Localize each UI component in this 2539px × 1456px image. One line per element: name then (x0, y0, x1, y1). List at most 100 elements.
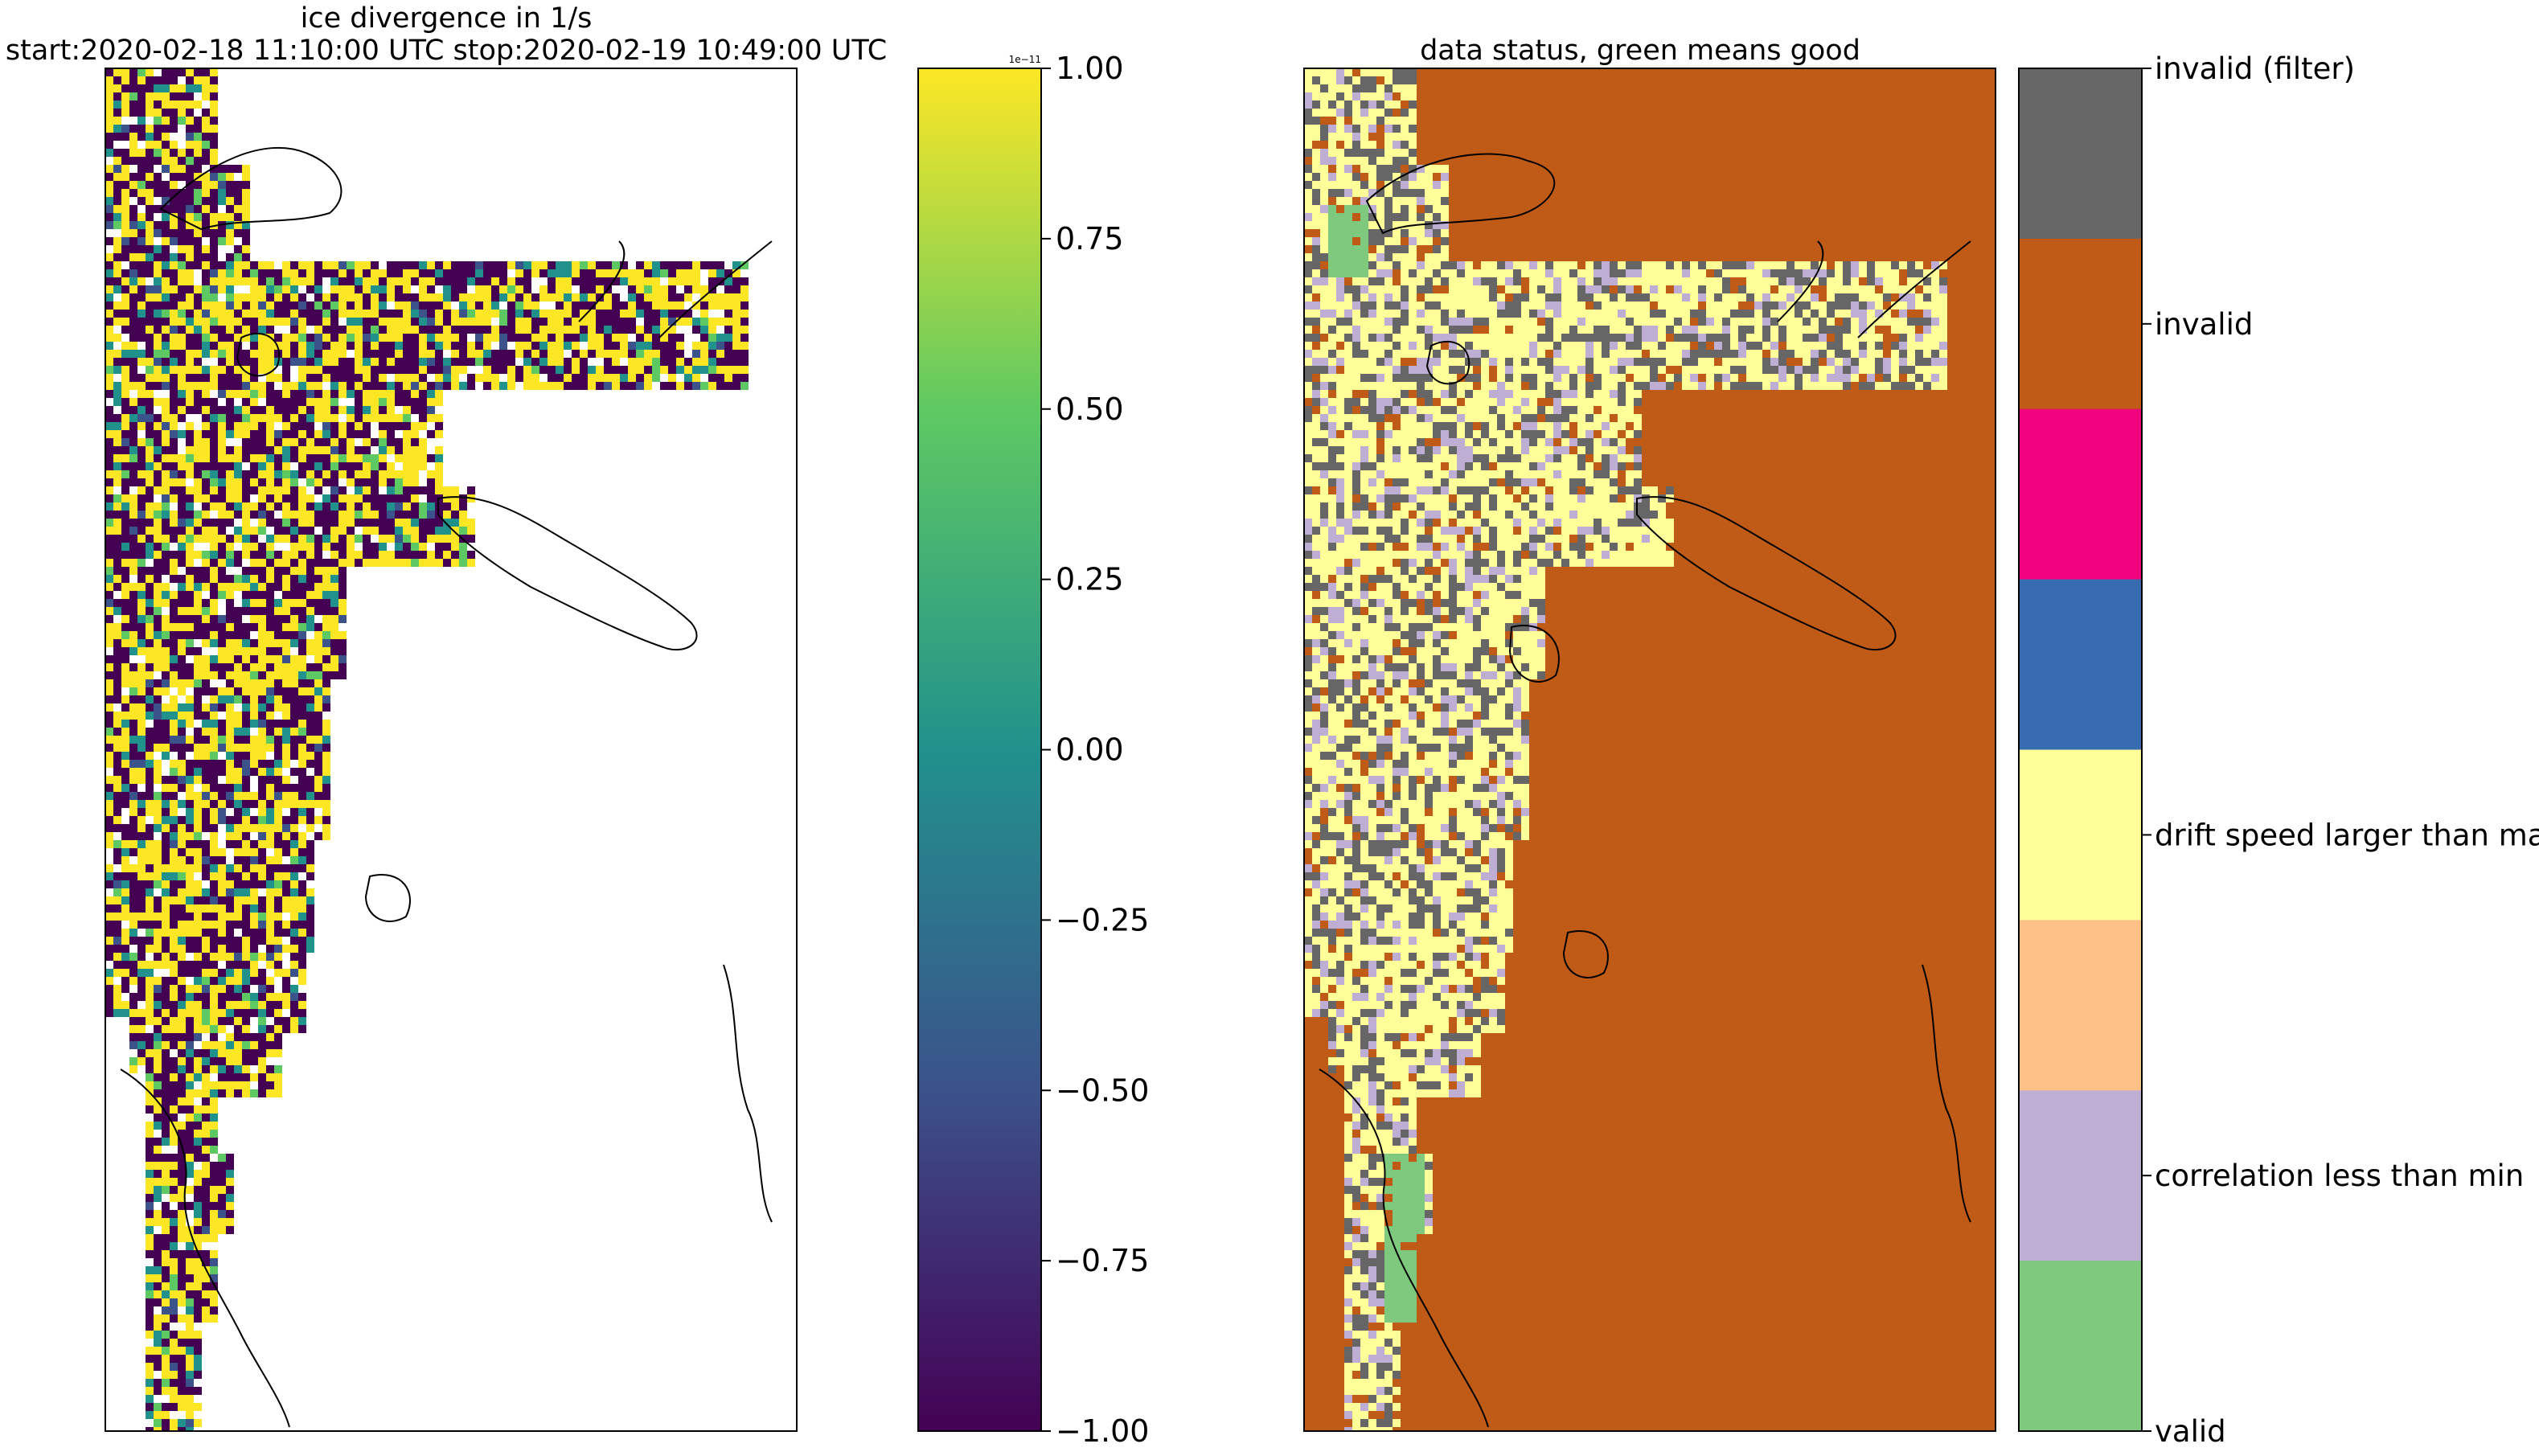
divergence-cell (178, 913, 186, 921)
status-cell (1328, 245, 1336, 253)
status-cell (1336, 117, 1344, 125)
divergence-cell (250, 277, 258, 285)
divergence-cell (491, 277, 499, 285)
divergence-cell (708, 261, 716, 269)
divergence-cell (298, 687, 306, 695)
divergence-cell (129, 285, 137, 293)
divergence-cell (314, 567, 322, 575)
divergence-cell (338, 671, 347, 679)
divergence-cell (234, 1017, 242, 1025)
divergence-cell (242, 334, 250, 342)
divergence-cell (620, 301, 628, 310)
divergence-cell (250, 695, 258, 703)
divergence-cell (314, 478, 322, 486)
divergence-cell (258, 687, 266, 695)
divergence-cell (186, 720, 194, 728)
divergence-cell (596, 269, 604, 277)
divergence-cell (210, 318, 218, 326)
divergence-cell (692, 366, 700, 374)
divergence-cell (234, 1065, 242, 1073)
status-cell (1618, 277, 1626, 285)
divergence-cell (363, 494, 371, 502)
divergence-cell (234, 414, 242, 422)
divergence-cell (178, 559, 186, 567)
divergence-cell (129, 253, 137, 261)
divergence-cell (218, 591, 226, 599)
divergence-cell (113, 647, 121, 655)
divergence-cell (322, 792, 330, 800)
divergence-cell (266, 438, 274, 446)
divergence-cell (105, 543, 113, 551)
status-cell (1481, 285, 1489, 293)
divergence-cell (258, 591, 266, 599)
divergence-cell (314, 326, 322, 334)
divergence-cell (379, 462, 387, 470)
divergence-cell (210, 535, 218, 543)
divergence-cell (676, 301, 684, 310)
divergence-cell (146, 310, 154, 318)
divergence-cell (403, 310, 411, 318)
divergence-cell (194, 438, 202, 446)
status-cell (1384, 84, 1393, 92)
divergence-cell (636, 342, 644, 350)
divergence-cell (194, 792, 202, 800)
divergence-cell (363, 430, 371, 438)
divergence-cell (194, 462, 202, 470)
status-cell (1722, 261, 1730, 269)
divergence-cell (210, 736, 218, 744)
divergence-cell (146, 1355, 154, 1363)
status-cell (1722, 269, 1730, 277)
divergence-cell (523, 301, 531, 310)
status-cell (1883, 269, 1891, 277)
divergence-cell (395, 358, 403, 366)
divergence-cell (250, 559, 258, 567)
status-cell (1811, 269, 1819, 277)
divergence-cell (146, 736, 154, 744)
divergence-cell (242, 953, 250, 961)
divergence-cell (395, 519, 403, 527)
divergence-cell (186, 824, 194, 832)
divergence-cell (234, 511, 242, 519)
divergence-cell (218, 1154, 226, 1162)
divergence-cell (523, 285, 531, 293)
divergence-cell (226, 695, 234, 703)
divergence-cell (700, 350, 708, 358)
status-cell (1368, 100, 1376, 109)
divergence-cell (403, 366, 411, 374)
divergence-cell (387, 366, 395, 374)
divergence-cell (178, 511, 186, 519)
divergence-cell (306, 824, 314, 832)
divergence-cell (668, 358, 676, 366)
divergence-cell (379, 414, 387, 422)
divergence-cell (178, 1427, 186, 1431)
divergence-cell (668, 382, 676, 390)
status-cell (1376, 237, 1384, 245)
divergence-cell (242, 189, 250, 197)
divergence-cell (306, 607, 314, 615)
divergence-cell (194, 342, 202, 350)
divergence-cell (266, 615, 274, 623)
divergence-cell (154, 1290, 162, 1298)
status-cell (1352, 133, 1360, 141)
divergence-cell (178, 1178, 186, 1186)
status-cell (1376, 253, 1384, 261)
divergence-cell (194, 1226, 202, 1234)
divergence-cell (539, 318, 548, 326)
divergence-cell (483, 277, 491, 285)
divergence-cell (322, 655, 330, 663)
divergence-cell (266, 366, 274, 374)
divergence-cell (162, 486, 170, 494)
status-cell (1360, 165, 1368, 173)
divergence-cell (588, 374, 596, 382)
divergence-cell (202, 1218, 210, 1226)
divergence-cell (564, 277, 572, 285)
divergence-cell (210, 840, 218, 848)
divergence-cell (194, 1194, 202, 1202)
divergence-cell (129, 1009, 137, 1017)
divergence-cell (282, 607, 290, 615)
divergence-cell (210, 117, 218, 125)
divergence-cell (322, 414, 330, 422)
divergence-cell (146, 1387, 154, 1395)
status-cell (1513, 269, 1521, 277)
divergence-cell (113, 583, 121, 591)
